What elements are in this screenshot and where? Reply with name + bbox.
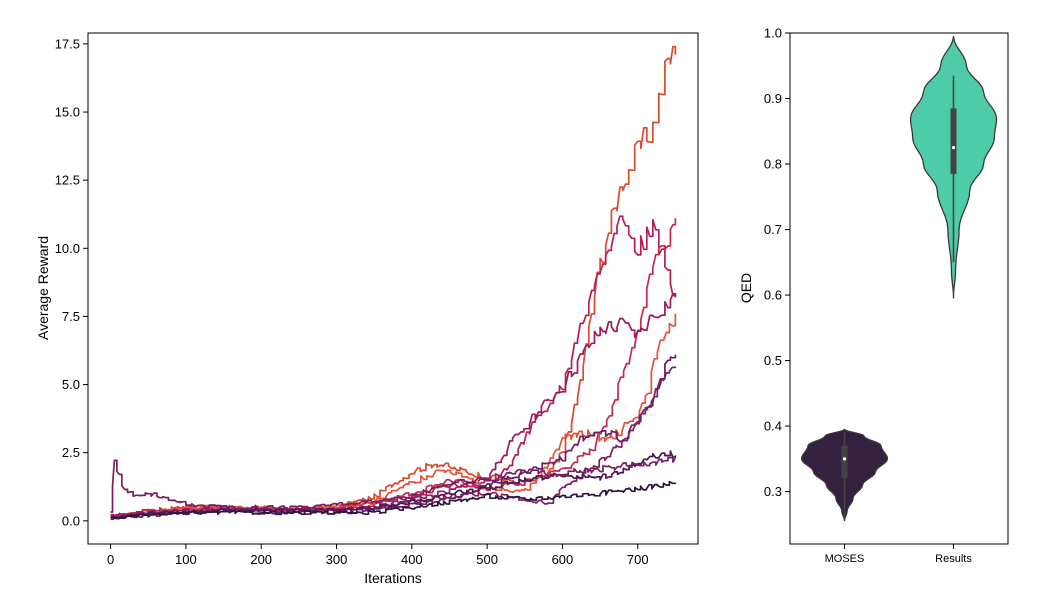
- violin-x-tick-label: Results: [935, 553, 972, 565]
- reward-series-line-4: [110, 292, 677, 518]
- qed-violin-chart: MOSES Results 0.3 0.4 0.5 0.6 0.7 0.8 0.9 1.0 QE…: [738, 26, 1009, 565]
- violin-plot-frame: [789, 32, 1009, 545]
- violin-median-moses: [842, 457, 847, 461]
- x-axis-label: Iterations: [364, 570, 422, 586]
- violin-y-ticks: 0.3 0.4 0.5 0.6 0.7 0.8 0.9 1.0: [764, 26, 790, 499]
- x-axis-ticks: 0 100 200 300 400 500 600 700: [107, 544, 649, 567]
- violin-x-tick-label: MOSES: [825, 553, 865, 565]
- reward-series-line-9: [110, 480, 677, 520]
- y-tick-label: 10.0: [55, 241, 80, 256]
- x-tick-label: 500: [476, 552, 498, 567]
- violin-box-moses: [841, 445, 848, 479]
- reward-series-line-1: [110, 45, 677, 519]
- violin-x-ticks: MOSES Results: [825, 544, 972, 565]
- x-tick-label: 0: [107, 552, 114, 567]
- x-tick-label: 400: [401, 552, 423, 567]
- violin-box-results: [950, 108, 957, 174]
- violin-y-tick-label: 0.3: [764, 484, 782, 499]
- reward-line-chart: 0 100 200 300 400 500 600 700 0.0 2.5 5.0 7.5 10.0 1…: [35, 32, 699, 586]
- violin-median-results: [951, 146, 956, 150]
- y-axis-label: Average Reward: [35, 236, 51, 340]
- y-tick-label: 12.5: [55, 173, 80, 188]
- y-axis-ticks: 0.0 2.5 5.0 7.5 10.0 12.5 15.0 17.5: [55, 36, 88, 528]
- violin-y-tick-label: 0.4: [764, 419, 782, 434]
- y-tick-label: 17.5: [55, 36, 80, 51]
- violin-y-tick-label: 1.0: [764, 26, 782, 41]
- reward-series-line-10: [110, 456, 677, 513]
- violin-y-axis-label: QED: [738, 273, 754, 303]
- plot-frame: [87, 32, 699, 545]
- violin-y-tick-label: 0.6: [764, 288, 782, 303]
- violins: [800, 36, 998, 522]
- y-tick-label: 15.0: [55, 105, 80, 120]
- y-tick-label: 2.5: [62, 445, 80, 460]
- violin-y-tick-label: 0.7: [764, 222, 782, 237]
- y-tick-label: 0.0: [62, 513, 80, 528]
- violin-y-tick-label: 0.5: [764, 353, 782, 368]
- reward-series-lines: [110, 45, 677, 521]
- y-tick-label: 5.0: [62, 377, 80, 392]
- reward-series-line-3: [110, 218, 677, 520]
- reward-series-line-7: [110, 366, 677, 521]
- x-tick-label: 700: [627, 552, 649, 567]
- violin-y-tick-label: 0.9: [764, 91, 782, 106]
- x-tick-label: 200: [250, 552, 272, 567]
- reward-series-line-5: [110, 313, 677, 520]
- x-tick-label: 100: [175, 552, 197, 567]
- x-tick-label: 300: [326, 552, 348, 567]
- violin-y-tick-label: 0.8: [764, 157, 782, 172]
- y-tick-label: 7.5: [62, 309, 80, 324]
- x-tick-label: 600: [552, 552, 574, 567]
